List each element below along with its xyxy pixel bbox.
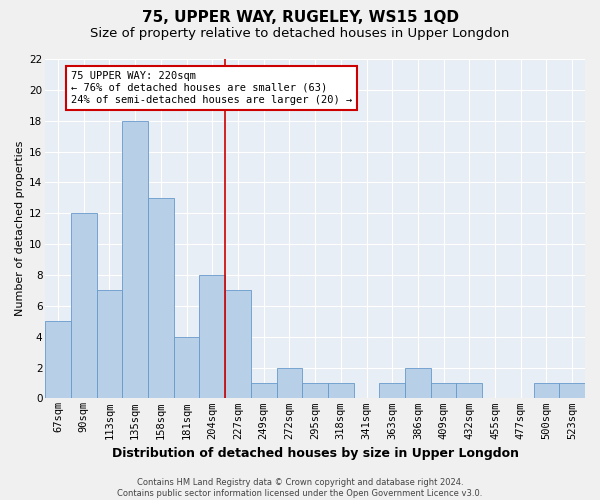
Text: Contains HM Land Registry data © Crown copyright and database right 2024.
Contai: Contains HM Land Registry data © Crown c… (118, 478, 482, 498)
Bar (559, 383, 585, 398)
Bar (277, 368, 302, 398)
Bar (45, 322, 71, 398)
Bar (148, 198, 174, 398)
Bar (302, 383, 328, 398)
Bar (174, 336, 199, 398)
Bar (379, 383, 405, 398)
Bar (97, 290, 122, 399)
Bar (122, 120, 148, 398)
Y-axis label: Number of detached properties: Number of detached properties (15, 141, 25, 316)
Bar (457, 383, 482, 398)
Bar (431, 383, 457, 398)
Text: 75 UPPER WAY: 220sqm
← 76% of detached houses are smaller (63)
24% of semi-detac: 75 UPPER WAY: 220sqm ← 76% of detached h… (71, 72, 352, 104)
Bar (328, 383, 353, 398)
Bar (251, 383, 277, 398)
Text: Size of property relative to detached houses in Upper Longdon: Size of property relative to detached ho… (91, 28, 509, 40)
Bar (225, 290, 251, 399)
Bar (533, 383, 559, 398)
Bar (199, 275, 225, 398)
Text: 75, UPPER WAY, RUGELEY, WS15 1QD: 75, UPPER WAY, RUGELEY, WS15 1QD (142, 10, 458, 25)
Bar (405, 368, 431, 398)
X-axis label: Distribution of detached houses by size in Upper Longdon: Distribution of detached houses by size … (112, 447, 518, 460)
Bar (71, 214, 97, 398)
